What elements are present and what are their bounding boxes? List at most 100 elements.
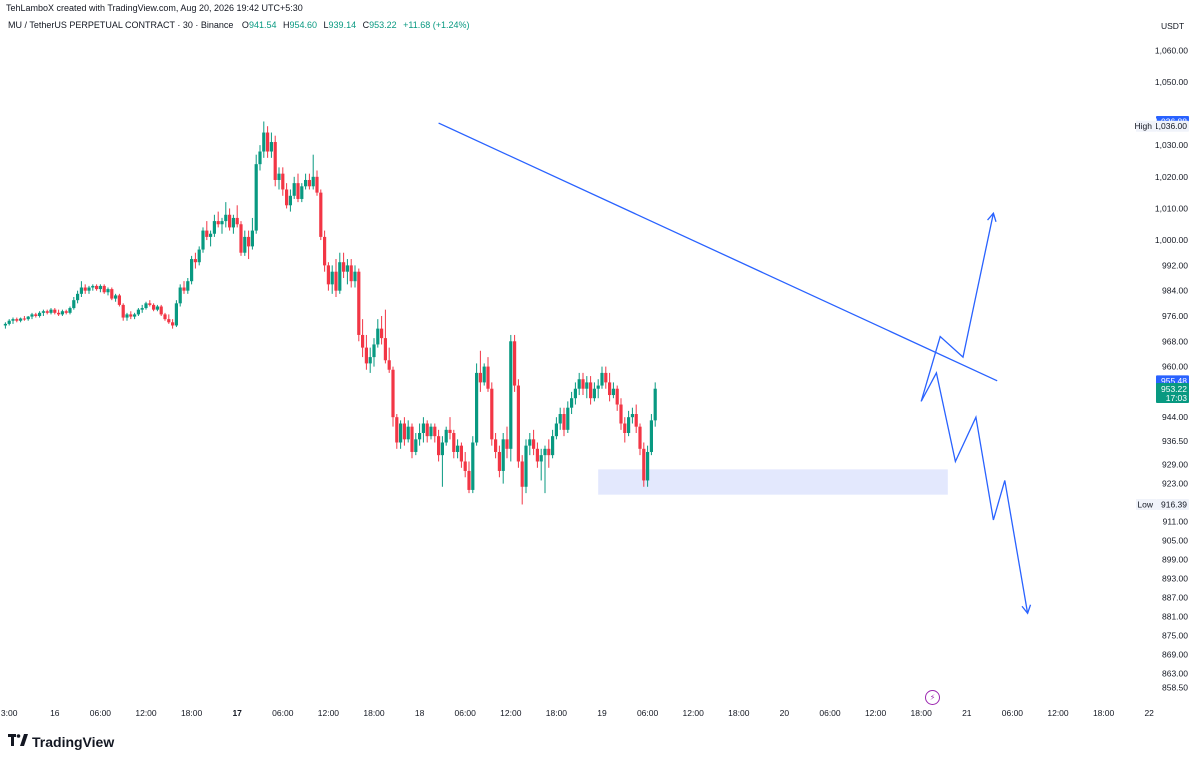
tradingview-brand[interactable]: TradingView (8, 733, 114, 750)
candle[interactable] (262, 121, 266, 158)
candle[interactable] (174, 300, 178, 328)
candle[interactable] (231, 214, 235, 234)
candle[interactable] (630, 407, 634, 424)
candle[interactable] (421, 417, 425, 443)
candle[interactable] (114, 293, 118, 302)
candle[interactable] (368, 347, 372, 373)
candle[interactable] (155, 304, 159, 312)
candle[interactable] (201, 227, 205, 253)
candle[interactable] (326, 262, 330, 291)
candle[interactable] (376, 319, 380, 348)
candle[interactable] (296, 173, 300, 203)
candle[interactable] (87, 285, 91, 294)
candle[interactable] (15, 317, 19, 323)
resistance-trendline[interactable] (438, 122, 998, 382)
candle[interactable] (60, 309, 64, 316)
candle[interactable] (140, 304, 144, 313)
candle[interactable] (205, 221, 209, 241)
candle[interactable] (220, 217, 224, 234)
candle[interactable] (26, 315, 30, 321)
candle[interactable] (216, 211, 220, 228)
candle[interactable] (79, 281, 83, 297)
candle[interactable] (269, 132, 273, 158)
candle[interactable] (300, 183, 304, 203)
candle[interactable] (467, 461, 471, 494)
candle[interactable] (338, 252, 342, 294)
candle[interactable] (239, 221, 243, 256)
candle[interactable] (349, 259, 353, 288)
candle[interactable] (19, 317, 23, 323)
candle[interactable] (513, 334, 517, 392)
candle[interactable] (570, 391, 574, 415)
candle[interactable] (136, 308, 140, 316)
candle[interactable] (532, 429, 536, 456)
candle[interactable] (395, 414, 399, 449)
candle[interactable] (57, 309, 61, 316)
candle[interactable] (281, 167, 285, 196)
candle[interactable] (383, 309, 387, 364)
candle[interactable] (490, 382, 494, 446)
candle[interactable] (615, 385, 619, 411)
candle[interactable] (258, 145, 262, 171)
candle[interactable] (528, 433, 532, 456)
candle[interactable] (288, 189, 292, 212)
candle[interactable] (623, 417, 627, 443)
candle[interactable] (475, 363, 479, 446)
candle[interactable] (285, 183, 289, 209)
candle[interactable] (243, 230, 247, 256)
candle[interactable] (535, 442, 539, 468)
candle[interactable] (247, 230, 251, 260)
candle[interactable] (3, 322, 7, 329)
candle[interactable] (330, 265, 334, 294)
candle[interactable] (486, 357, 490, 392)
candle[interactable] (159, 304, 163, 316)
bearish-projection-path[interactable] (920, 371, 1029, 614)
candle[interactable] (224, 202, 228, 228)
candle[interactable] (64, 309, 68, 315)
candle[interactable] (410, 423, 414, 459)
candle[interactable] (604, 366, 608, 389)
candle[interactable] (319, 189, 323, 241)
candle[interactable] (323, 230, 327, 272)
candle[interactable] (121, 303, 125, 321)
candle[interactable] (459, 442, 463, 468)
candle[interactable] (433, 423, 437, 443)
candle[interactable] (129, 311, 133, 320)
bullish-projection-path[interactable] (920, 213, 995, 402)
candle[interactable] (418, 423, 422, 446)
candle[interactable] (133, 312, 137, 320)
candle[interactable] (608, 372, 612, 402)
candle[interactable] (152, 303, 156, 312)
candle[interactable] (478, 350, 482, 392)
candle[interactable] (646, 445, 650, 487)
candle[interactable] (551, 429, 555, 459)
candle[interactable] (125, 312, 129, 321)
candle[interactable] (505, 426, 509, 459)
candle[interactable] (380, 315, 384, 345)
candle[interactable] (391, 366, 395, 427)
candle[interactable] (361, 319, 365, 358)
candle[interactable] (307, 173, 311, 190)
candle[interactable] (399, 420, 403, 449)
candle[interactable] (186, 278, 190, 294)
candle[interactable] (452, 429, 456, 459)
candle[interactable] (600, 366, 604, 389)
candle[interactable] (292, 176, 296, 199)
candle[interactable] (357, 268, 361, 342)
candle[interactable] (197, 246, 201, 266)
candle[interactable] (524, 439, 528, 494)
candle[interactable] (509, 334, 513, 462)
candle[interactable] (53, 308, 57, 315)
candle[interactable] (178, 284, 182, 307)
candle[interactable] (592, 382, 596, 402)
candle[interactable] (638, 423, 642, 456)
candle[interactable] (566, 401, 570, 433)
candle[interactable] (72, 297, 76, 310)
candle[interactable] (98, 284, 102, 293)
candle[interactable] (448, 417, 452, 440)
candle[interactable] (543, 445, 547, 494)
candle[interactable] (334, 259, 338, 297)
candle[interactable] (68, 306, 72, 315)
candle[interactable] (406, 420, 410, 443)
candle[interactable] (22, 315, 26, 321)
